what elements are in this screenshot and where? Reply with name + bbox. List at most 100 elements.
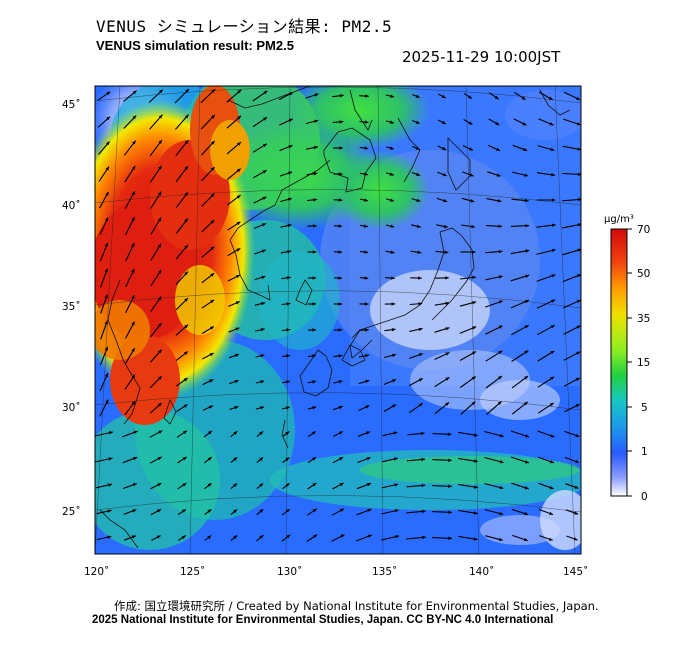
wind-arrow-head [391,302,396,306]
wind-arrow-head [157,217,162,222]
wind-arrow-head [523,147,528,152]
colorbar-scale [610,228,628,497]
wind-arrow-head [391,328,396,332]
wind-arrow-head [131,401,136,405]
wind-arrow-head [445,276,449,280]
wind-arrow-head [207,483,212,487]
wind-arrow-head [158,165,162,170]
wind-arrow-head [260,380,265,384]
wind-arrow-head [448,458,452,462]
wind-arrow-head [260,328,265,332]
wind-arrow-head [208,405,213,409]
wind-arrow-head [287,223,292,228]
wind-arrow-head [235,301,240,305]
wind-arrow-head [389,146,394,150]
lat-label: 25˚ [62,506,81,518]
wind-arrow-head [366,457,371,461]
wind-arrow-head [389,172,394,176]
wind-arrow-head [392,353,396,358]
wind-arrow-head [184,271,188,276]
wind-arrow-head [445,327,450,331]
wind-arrow-head [312,354,316,358]
wind-arrow-head [471,376,476,380]
wind-arrow-head [525,249,530,253]
wind-arrow-head [418,403,423,407]
wind-arrow-head [468,121,473,125]
wind-arrow-head [521,96,526,100]
wind-arrow-head [549,485,554,490]
wind-arrow-head [261,249,266,253]
wind-arrow-head [263,117,268,121]
wind-arrow-head [286,302,291,306]
wind-arrow-head [498,325,503,329]
wind-arrow-head [262,196,267,200]
wind-arrow-head [159,89,163,94]
wind-arrow-head [236,248,241,252]
wind-arrow-head [261,301,266,306]
wind-arrow-head [263,90,268,95]
wind-arrow-head [577,274,581,278]
wind-arrow-head [471,250,476,254]
wind-arrow-head [132,90,137,95]
wind-arrow-head [314,119,319,123]
wind-arrow-head [207,535,212,540]
wind-arrow-head [313,172,318,176]
wind-arrow-head [390,198,394,202]
lon-label: 125˚ [180,566,205,578]
wind-arrow-head [104,373,108,378]
wind-arrow-head [364,172,368,176]
wind-arrow-head [445,377,450,381]
wind-arrow-head [183,378,188,382]
wind-arrow-head [262,223,267,227]
wind-arrow-head [422,535,426,540]
wind-arrow-head [262,170,267,174]
wind-arrow-head [445,301,450,306]
wind-arrow-head [473,433,478,437]
wind-arrow-head [131,535,136,539]
wind-arrow-head [550,460,554,464]
colorbar-unit: µg/m³ [604,214,634,225]
wind-arrow-head [441,94,446,98]
wind-arrow-head [573,537,578,541]
wind-arrow-head [394,509,399,513]
wind-arrow-head [392,379,397,383]
wind-arrow-head [313,198,317,202]
wind-arrow-head [157,376,162,380]
wind-arrow-head [524,325,529,329]
wind-arrow-head [314,93,319,97]
wind-arrow-head [577,147,581,151]
wind-arrow-head [237,142,241,146]
wind-arrow-head [157,191,162,196]
wind-arrow-head [468,95,472,99]
wind-arrow-head [418,302,423,306]
coastlines [99,86,571,549]
wind-arrow-head [575,377,580,382]
wind-arrow-head [524,350,529,354]
wind-arrow-head [395,535,399,539]
wind-arrow-head [109,431,113,435]
wind-arrow-head [286,276,291,280]
wind-arrow-head [575,404,580,408]
wind-arrow-head [393,457,398,461]
wind-arrow-head [420,431,425,436]
wind-arrow-head [472,351,476,355]
wind-arrow-head [496,147,500,151]
wind-arrow-head [157,483,162,487]
wind-arrow-head [498,350,503,355]
wind-arrow-head [184,324,188,329]
wind-arrow-head [104,294,108,299]
wind-arrow-head [236,195,241,199]
wind-arrow-head [311,431,316,435]
wind-arrow-head [391,276,395,280]
wind-arrow-head [551,248,556,253]
wind-arrow-head [574,511,579,515]
wind-arrow-head [286,534,291,539]
wind-arrow-head [473,537,478,541]
wind-arrow-head [575,433,580,438]
wind-arrow-head [548,96,553,100]
lon-label: 130˚ [277,566,302,578]
wind-arrow-head [210,220,215,224]
wind-arrow-head [364,250,368,254]
wind-arrow-head [576,299,581,303]
wind-arrow-head [338,431,343,435]
